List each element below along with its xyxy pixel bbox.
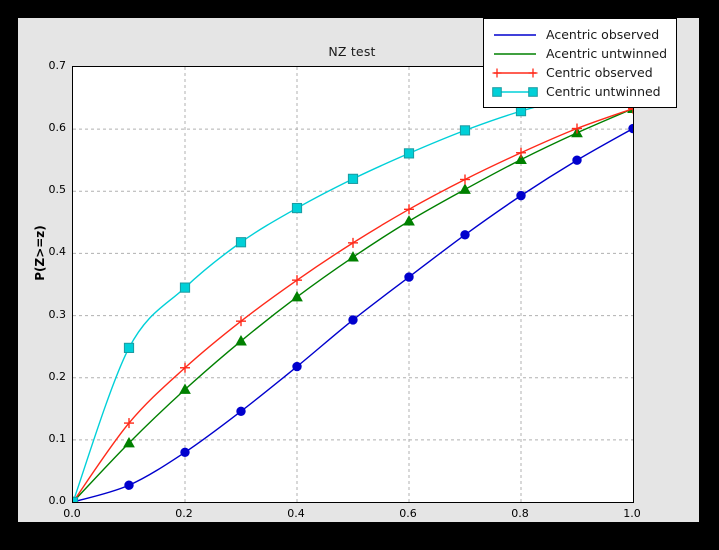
series-markers [73,102,633,502]
legend-item: Acentric observed [491,25,667,44]
series-line [73,107,633,502]
legend-label: Centric observed [546,64,653,80]
matplotlib-figure: NZ test P(Z>=z) Z 0.0 0.1 0.2 0.3 0.4 0.5 0.6 0… [18,18,699,544]
x-tick-label: 0.4 [287,507,305,520]
y-tick-label: 0.1 [48,431,67,445]
legend-item: Centric observed [491,63,667,82]
legend-label: Acentric observed [546,26,660,42]
legend-swatch [491,64,539,82]
y-tick-label: 0.5 [48,183,67,197]
x-tick-label: 0.2 [175,507,193,520]
chart-legend: Acentric observed Acentric untwinned Centr… [483,18,678,108]
series-line [73,83,633,502]
series-line [73,107,633,502]
data-series-group [73,79,633,502]
legend-swatch [491,83,539,101]
legend-swatch [491,45,539,63]
series-markers [73,79,633,502]
data-series [73,79,633,502]
x-tick-label: 1.0 [623,507,641,520]
y-tick-label: 0.4 [48,245,67,259]
x-axis-label: Z [347,530,357,544]
legend-item: Acentric untwinned [491,44,667,63]
legend-label: Centric untwinned [546,83,661,99]
data-series [73,102,633,502]
gridlines [73,67,633,502]
x-tick-label: 0.8 [511,507,529,520]
legend-swatch [491,26,539,44]
data-series [73,123,633,502]
y-tick-label: 0.6 [48,121,67,135]
plot-area [72,66,634,503]
series-markers [73,123,633,502]
x-tick-label: 0.0 [63,507,81,520]
y-tick-label: 0.3 [48,307,67,321]
legend-label: Acentric untwinned [546,45,668,61]
legend-item: Centric untwinned [491,82,667,101]
chart-title: NZ test [328,44,376,59]
y-tick-label: 0.7 [48,59,67,72]
data-series [73,103,633,502]
plot-canvas [73,67,633,502]
x-tick-label: 0.6 [399,507,417,520]
series-markers [73,103,633,502]
y-tick-label: 0.2 [48,369,67,383]
y-tick-label: 0.0 [48,494,67,507]
